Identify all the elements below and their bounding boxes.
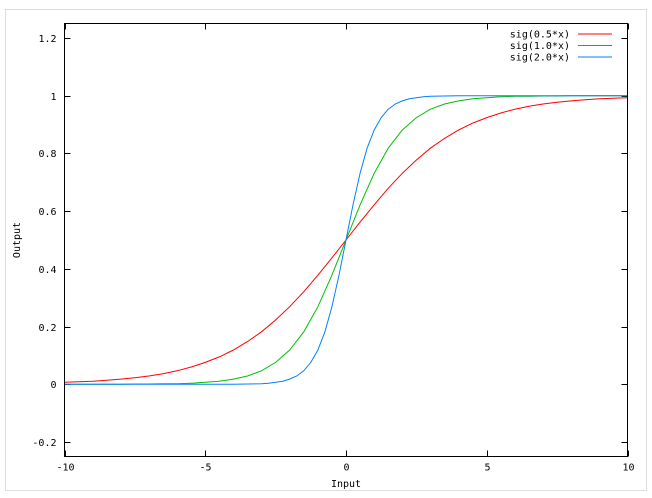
legend-label: sig(1.0*x): [510, 41, 570, 52]
x-tick-label: -10: [56, 463, 74, 474]
series-line-2: [64, 95, 628, 385]
x-axis-label: Input: [331, 479, 361, 490]
y-tick-label: 0.2: [38, 323, 56, 334]
series-lines: [64, 95, 628, 385]
outer-frame: [5, 9, 647, 491]
legend-label: sig(2.0*x): [510, 53, 570, 64]
x-tick-label: 5: [484, 463, 490, 474]
x-tick-label: 10: [622, 463, 634, 474]
y-tick-label: 0.6: [38, 207, 56, 218]
plot-border: [64, 23, 628, 457]
y-tick-label: 0.8: [38, 149, 56, 160]
y-tick-label: -0.2: [32, 438, 56, 449]
y-tick-label: 0.4: [38, 265, 56, 276]
y-axis-label: Output: [12, 222, 23, 258]
legend-label: sig(0.5*x): [510, 30, 570, 41]
legend: sig(0.5*x)sig(1.0*x)sig(2.0*x): [510, 30, 612, 64]
x-tick-label: -5: [199, 463, 211, 474]
y-tick-label: 0: [50, 380, 56, 391]
tick-labels: -10 -5 0 5 10 -0.2 0 0.2 0.4 0.6 0.8 1 1.2: [32, 34, 634, 474]
y-tick-label: 1.2: [38, 34, 56, 45]
x-tick-label: 0: [343, 463, 349, 474]
y-tick-label: 1: [50, 92, 56, 103]
